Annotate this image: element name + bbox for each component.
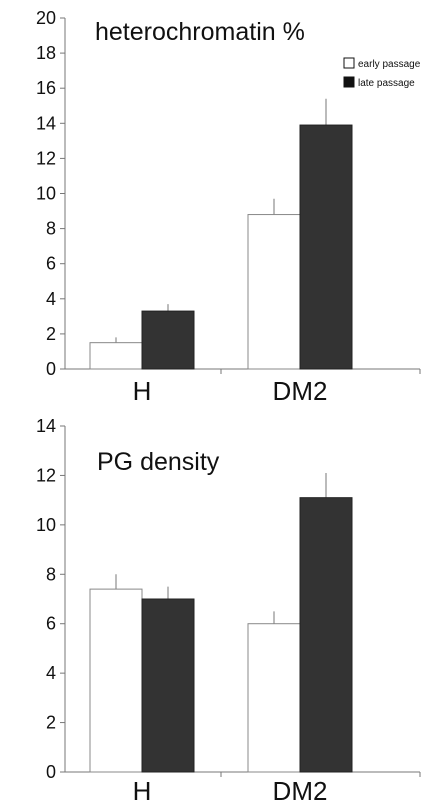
legend-swatch-late-passage (343, 76, 355, 88)
y-tick-label: 2 (46, 324, 56, 344)
y-tick-label: 14 (36, 416, 56, 436)
bar-early-passage (89, 588, 143, 773)
y-tick-label: 20 (36, 8, 56, 28)
bar-late-passage (299, 497, 353, 773)
plot-area: 0 2 4 6 8 10 12 14 H DM2 (36, 416, 421, 806)
category-label: H (133, 776, 152, 806)
bar-late-passage (141, 310, 195, 370)
chart-title: heterochromatin % (95, 18, 305, 46)
bar-late-passage (141, 598, 195, 773)
y-tick-label: 6 (46, 254, 56, 274)
y-tick-label: 6 (46, 614, 56, 634)
legend-label-late-passage: late passage (358, 78, 415, 89)
y-tick-label: 0 (46, 359, 56, 379)
y-tick-label: 12 (36, 465, 56, 485)
y-tick-label: 12 (36, 148, 56, 168)
category-label: DM2 (273, 776, 328, 806)
bar-early-passage (89, 342, 143, 370)
y-tick-label: 18 (36, 43, 56, 63)
y-tick-label: 4 (46, 663, 56, 683)
bar-early-passage (247, 214, 301, 370)
y-tick-label: 8 (46, 219, 56, 239)
y-tick-label: 2 (46, 713, 56, 733)
legend-swatch-early-passage (343, 57, 355, 69)
pg-density-chart: PG density 0 2 4 6 8 10 12 14 H DM2 (36, 416, 421, 806)
y-tick-label: 4 (46, 289, 56, 309)
y-tick-label: 8 (46, 564, 56, 584)
bar-late-passage (299, 124, 353, 370)
legend-label-early-passage: early passage (358, 59, 421, 70)
category-label: H (133, 376, 152, 406)
plot-area: 0 2 4 6 8 10 12 14 16 18 20 H DM2 (36, 8, 421, 406)
legend: early passage late passage (343, 57, 421, 89)
heterochromatin-chart: heterochromatin % early passage late pas… (36, 8, 421, 406)
y-tick-label: 14 (36, 113, 56, 133)
y-tick-label: 10 (36, 184, 56, 204)
category-label: DM2 (273, 376, 328, 406)
bar-early-passage (247, 623, 301, 773)
y-tick-label: 16 (36, 78, 56, 98)
y-tick-label: 0 (46, 762, 56, 782)
y-tick-label: 10 (36, 515, 56, 535)
chart-title: PG density (97, 448, 220, 476)
